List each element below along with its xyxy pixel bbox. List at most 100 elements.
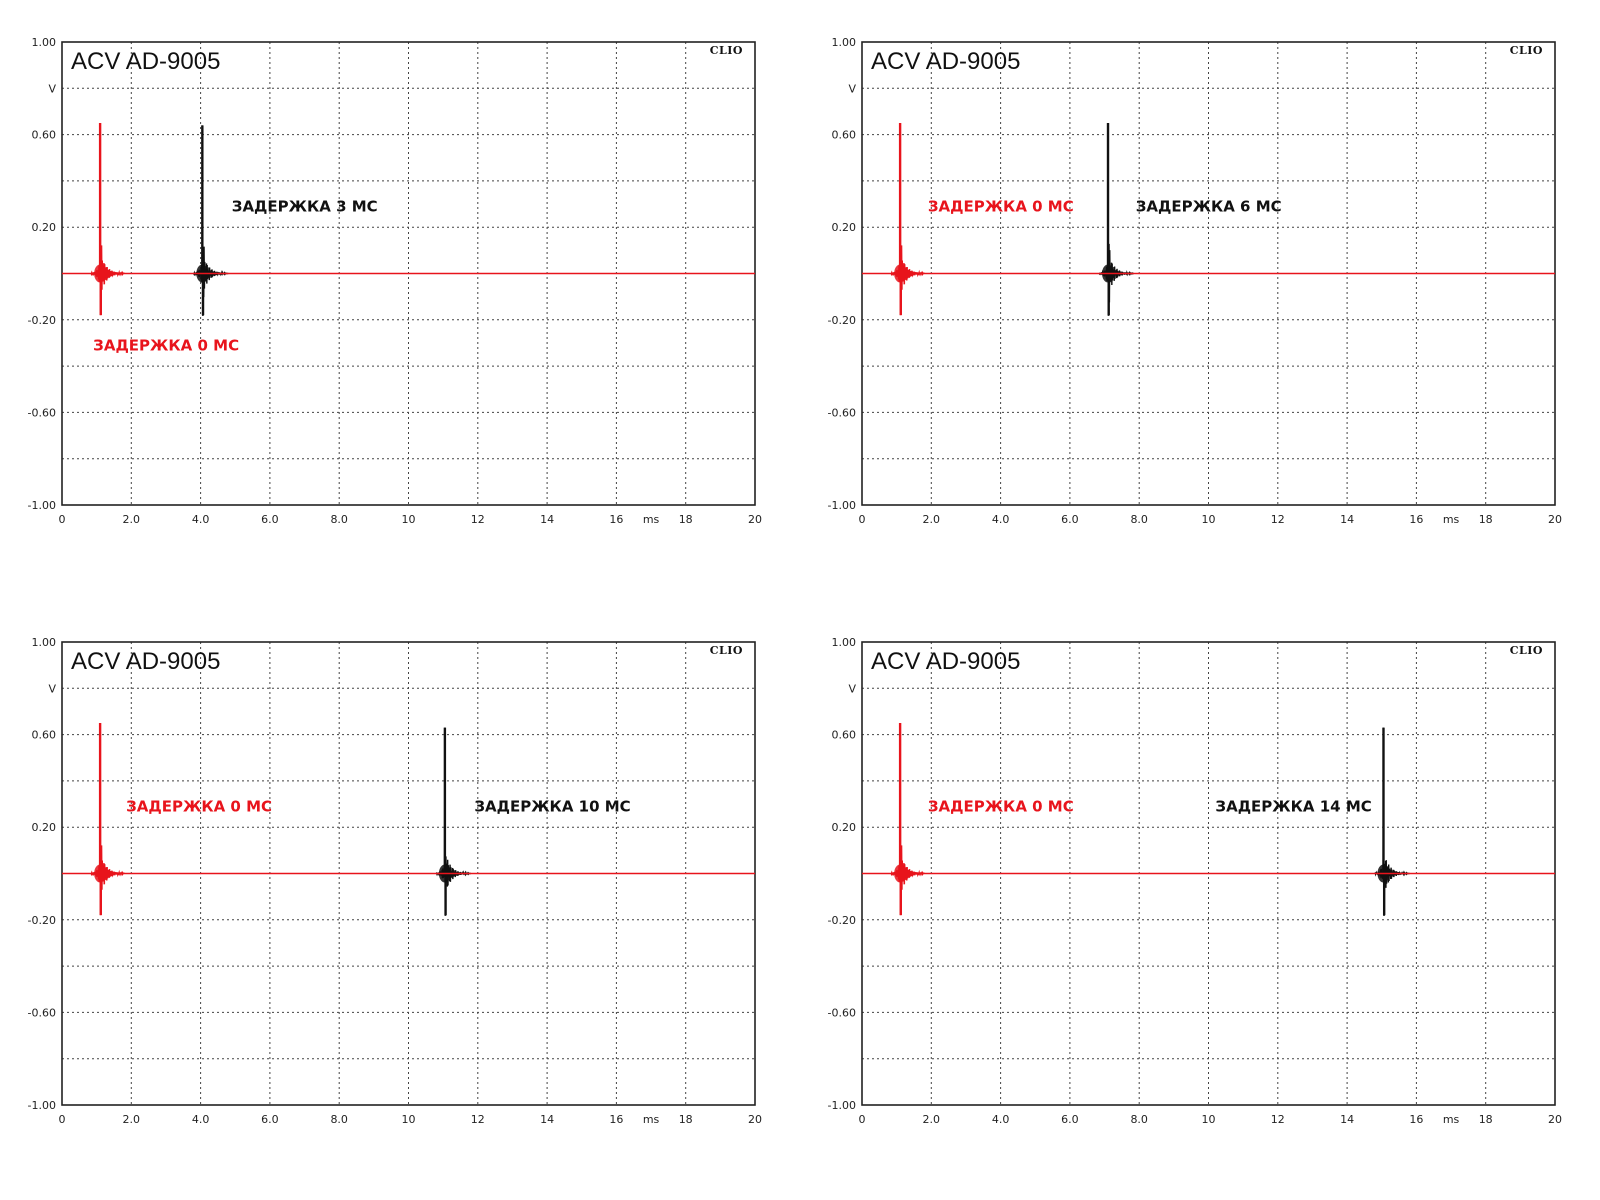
delay-label-delayed: ЗАДЕРЖКА 6 МС xyxy=(1136,197,1282,215)
y-tick-label: -0.60 xyxy=(28,406,56,419)
series-delayed: ЗАДЕРЖКА 10 МС xyxy=(435,727,631,916)
x-tick-label: 18 xyxy=(1479,1113,1493,1126)
y-tick-label: 0.20 xyxy=(832,821,857,834)
burst-ref xyxy=(894,264,907,283)
series-line-ref xyxy=(62,123,755,316)
y-tick-label: -0.20 xyxy=(828,914,856,927)
y-tick-label: -0.20 xyxy=(28,914,56,927)
x-tick-label: 4.0 xyxy=(192,1113,210,1126)
series-line-delayed xyxy=(193,125,229,316)
delay-label-delayed: ЗАДЕРЖКА 3 МС xyxy=(232,197,378,215)
chart-title: ACV AD-9005 xyxy=(871,648,1020,675)
x-tick-label: 20 xyxy=(1548,1113,1562,1126)
y-tick-label: 1.00 xyxy=(32,36,57,49)
x-tick-label: 2.0 xyxy=(923,513,941,526)
x-tick-label: 2.0 xyxy=(923,1113,941,1126)
burst-ref xyxy=(894,864,907,883)
delay-label-ref: ЗАДЕРЖКА 0 МС xyxy=(928,797,1074,815)
x-tick-label: 0 xyxy=(59,513,66,526)
x-tick-label: 10 xyxy=(402,1113,416,1126)
clio-brand-logo: CLIO xyxy=(1510,644,1543,657)
series-delayed: ЗАДЕРЖКА 6 МС xyxy=(1098,123,1282,316)
y-tick-label: 0.60 xyxy=(832,129,857,142)
x-tick-label: 18 xyxy=(1479,513,1493,526)
y-tick-label: V xyxy=(48,82,56,95)
series-line-delayed xyxy=(435,727,471,916)
x-tick-label: 6.0 xyxy=(1061,513,1079,526)
delay-label-ref: ЗАДЕРЖКА 0 МС xyxy=(928,197,1074,215)
series-ref: ЗАДЕРЖКА 0 МС xyxy=(62,123,755,354)
x-tick-label: 6.0 xyxy=(261,513,279,526)
y-tick-label: 0.20 xyxy=(832,221,857,234)
y-tick-label: V xyxy=(48,682,56,695)
x-tick-label: 2.0 xyxy=(123,1113,141,1126)
x-tick-label: 6.0 xyxy=(1061,1113,1079,1126)
chart-panel-bottom-right: 1.00 V 0.60 0.20 -0.20 -0.60 -1.000 2.0 4.0 6.0 8.… xyxy=(828,636,1562,1126)
y-tick-label: -0.20 xyxy=(828,314,856,327)
y-tick-label: -1.00 xyxy=(828,499,856,512)
x-tick-label: 16 xyxy=(1409,1113,1423,1126)
burst-ref xyxy=(94,264,107,283)
x-tick-label: 12 xyxy=(471,1113,485,1126)
clio-brand-logo: CLIO xyxy=(1510,44,1543,57)
x-tick-label: 18 xyxy=(679,1113,693,1126)
y-tick-label: 1.00 xyxy=(32,636,57,649)
x-tick-label: 16 xyxy=(609,513,623,526)
x-tick-label: 8.0 xyxy=(330,1113,348,1126)
x-tick-label: 8.0 xyxy=(330,513,348,526)
x-tick-label: 20 xyxy=(748,1113,762,1126)
x-tick-label: 8.0 xyxy=(1130,1113,1148,1126)
series-delayed: ЗАДЕРЖКА 3 МС xyxy=(193,125,378,316)
chart-panel-top-right: 1.00 V 0.60 0.20 -0.20 -0.60 -1.000 2.0 4.0 6.0 8.… xyxy=(828,36,1562,526)
x-tick-label: 10 xyxy=(1202,1113,1216,1126)
y-tick-label: V xyxy=(848,682,856,695)
burst-ref xyxy=(94,864,107,883)
x-tick-label: 12 xyxy=(1271,1113,1285,1126)
y-tick-label: 1.00 xyxy=(832,636,857,649)
chart-panel-top-left: 1.00 V 0.60 0.20 -0.20 -0.60 -1.000 2.0 4.0 6.0 8.… xyxy=(28,36,762,526)
y-tick-label: 0.60 xyxy=(32,729,57,742)
x-tick-label: 14 xyxy=(1340,513,1354,526)
y-tick-label: 0.20 xyxy=(32,221,57,234)
chart-title: ACV AD-9005 xyxy=(871,48,1020,75)
y-tick-label: 0.60 xyxy=(32,129,57,142)
y-tick-label: V xyxy=(848,82,856,95)
y-tick-label: -0.60 xyxy=(828,406,856,419)
x-unit-label: ms xyxy=(1443,513,1460,526)
x-tick-label: 4.0 xyxy=(992,513,1010,526)
x-tick-label: 16 xyxy=(609,1113,623,1126)
x-tick-label: 4.0 xyxy=(992,1113,1010,1126)
y-tick-label: -1.00 xyxy=(828,1099,856,1112)
y-tick-label: -1.00 xyxy=(28,1099,56,1112)
series-line-ref xyxy=(62,723,755,916)
x-tick-label: 0 xyxy=(59,1113,66,1126)
clio-brand-logo: CLIO xyxy=(710,44,743,57)
series-line-delayed xyxy=(1374,727,1410,916)
x-tick-label: 10 xyxy=(402,513,416,526)
series-ref: ЗАДЕРЖКА 0 МС xyxy=(862,123,1555,316)
y-tick-label: -0.60 xyxy=(828,1006,856,1019)
x-tick-label: 16 xyxy=(1409,513,1423,526)
series-line-ref xyxy=(862,123,1555,316)
x-tick-label: 6.0 xyxy=(261,1113,279,1126)
x-tick-label: 14 xyxy=(540,513,554,526)
clio-brand-logo: CLIO xyxy=(710,644,743,657)
delay-label-delayed: ЗАДЕРЖКА 14 МС xyxy=(1215,797,1371,815)
delay-label-delayed: ЗАДЕРЖКА 10 МС xyxy=(474,797,630,815)
x-unit-label: ms xyxy=(643,1113,660,1126)
y-tick-label: 1.00 xyxy=(832,36,857,49)
chart-title: ACV AD-9005 xyxy=(71,48,220,75)
x-tick-label: 10 xyxy=(1202,513,1216,526)
x-tick-label: 12 xyxy=(471,513,485,526)
y-tick-label: 0.20 xyxy=(32,821,57,834)
y-tick-label: -0.60 xyxy=(28,1006,56,1019)
delay-label-ref: ЗАДЕРЖКА 0 МС xyxy=(93,336,239,354)
series-ref: ЗАДЕРЖКА 0 МС xyxy=(62,723,755,916)
x-tick-label: 14 xyxy=(540,1113,554,1126)
y-tick-label: 0.60 xyxy=(832,729,857,742)
x-tick-label: 20 xyxy=(1548,513,1562,526)
x-tick-label: 0 xyxy=(859,513,866,526)
x-tick-label: 14 xyxy=(1340,1113,1354,1126)
y-tick-label: -0.20 xyxy=(28,314,56,327)
x-tick-label: 4.0 xyxy=(192,513,210,526)
